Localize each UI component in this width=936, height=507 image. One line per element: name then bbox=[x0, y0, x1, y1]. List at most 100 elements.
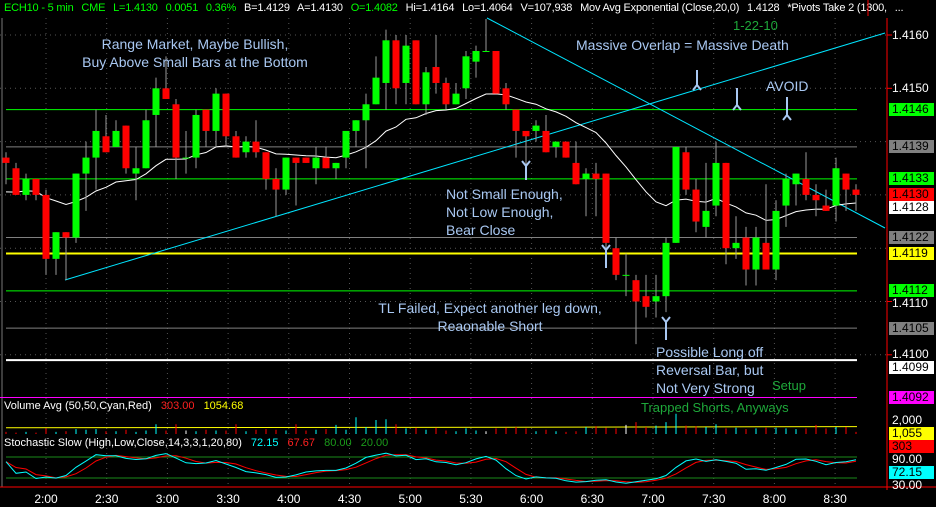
candle-body bbox=[292, 157, 300, 163]
candle-body bbox=[542, 130, 550, 153]
candle-body bbox=[322, 157, 330, 169]
volume-axis-top: 2,000 bbox=[892, 412, 923, 427]
stoch-d-value: 67.67 bbox=[287, 437, 316, 449]
annotation-line: Not Low Enough, bbox=[446, 204, 554, 220]
annotation-line: Possible Long off bbox=[656, 344, 764, 360]
time-tick-label: 5:30 bbox=[459, 492, 483, 506]
time-tick-label: 7:30 bbox=[702, 492, 726, 506]
stoch-k-value: 72.15 bbox=[250, 437, 279, 449]
stoch-panel-title: Stochastic Slow (High,Low,Close,14,3,3,1… bbox=[4, 437, 394, 449]
low: Lo=1.4064 bbox=[462, 2, 513, 14]
annotation-not-small: Not Small Enough, Not Low Enough, Bear C… bbox=[446, 185, 563, 239]
price-tick-label: 1.4150 bbox=[892, 80, 929, 95]
candle-body bbox=[552, 141, 560, 147]
candle-body bbox=[632, 280, 640, 302]
stoch-k-line bbox=[5, 452, 857, 484]
time-tick-label: 8:00 bbox=[762, 492, 787, 506]
time-tick-label: 4:00 bbox=[277, 492, 301, 506]
candle-body bbox=[202, 109, 210, 131]
candle-body bbox=[712, 162, 720, 206]
candle-body bbox=[82, 157, 90, 174]
volume-last-label: 303 bbox=[889, 439, 934, 453]
stoch-overbought: 80.00 bbox=[324, 437, 352, 449]
time-tick-label: 3:00 bbox=[155, 492, 180, 506]
candle-body bbox=[72, 173, 80, 238]
candle-body bbox=[512, 109, 520, 131]
time-tick-label: 3:30 bbox=[216, 492, 240, 506]
net-change: 0.0051 bbox=[165, 2, 199, 14]
candle-body bbox=[582, 173, 590, 179]
candle-body bbox=[52, 232, 60, 259]
time-tick-label: 2:30 bbox=[95, 492, 119, 506]
candle-body bbox=[742, 237, 750, 270]
price-tick-label: 1.4100 bbox=[892, 347, 929, 362]
annotation-line: Not Very Strong bbox=[656, 380, 755, 396]
candle-body bbox=[822, 205, 830, 211]
trendline-up bbox=[64, 32, 886, 281]
time-tick-label: 4:30 bbox=[337, 492, 362, 506]
open: O=1.4082 bbox=[350, 2, 398, 14]
study-name: Mov Avg Exponential (Close,20,0) bbox=[580, 2, 740, 14]
candle-body bbox=[402, 45, 410, 83]
more-indicator[interactable]: ... bbox=[894, 2, 904, 14]
stoch-oversold: 20.00 bbox=[360, 437, 389, 449]
candle-body bbox=[462, 56, 470, 89]
candle-body bbox=[532, 125, 540, 131]
candle-body bbox=[842, 173, 850, 190]
arrow-down-icon bbox=[692, 83, 702, 91]
annotation-line: Range Market, Maybe Bullish, bbox=[101, 36, 289, 52]
candle-body bbox=[232, 136, 240, 158]
trendline-down bbox=[486, 17, 886, 229]
candle-body bbox=[792, 173, 800, 185]
candle-body bbox=[372, 77, 380, 105]
candle-body bbox=[2, 157, 10, 163]
candle-body bbox=[562, 141, 570, 158]
arrow-down-icon bbox=[732, 103, 742, 111]
candle-body bbox=[302, 157, 310, 163]
symbol: ECH10 - 5 min bbox=[4, 2, 74, 14]
candle-body bbox=[432, 66, 440, 83]
time-tick-label: 6:30 bbox=[580, 492, 604, 506]
pivots-study: *Pivots Take 2 (1300, bbox=[787, 2, 887, 14]
volume-avg-value: 1054.68 bbox=[203, 400, 244, 412]
candle-body bbox=[492, 50, 500, 94]
candle-body bbox=[682, 152, 690, 190]
annotation-tl-failed: TL Failed, Expect another leg down, Reao… bbox=[355, 299, 625, 335]
stoch-axis-bottom: 30.00 bbox=[892, 477, 923, 492]
candle-body bbox=[782, 178, 790, 206]
candle-body bbox=[42, 194, 50, 259]
bid: B=1.4129 bbox=[243, 2, 290, 14]
candle-body bbox=[522, 130, 530, 137]
candle-body bbox=[592, 173, 600, 179]
time-tick-label: 8:30 bbox=[823, 492, 847, 506]
candle-body bbox=[102, 136, 110, 153]
exchange: CME bbox=[81, 2, 106, 14]
candle-body bbox=[162, 88, 170, 99]
candle-body bbox=[22, 178, 30, 195]
ask: A=1.4130 bbox=[297, 2, 343, 14]
candle-body bbox=[572, 162, 580, 185]
candle-body bbox=[652, 296, 660, 302]
candle-body bbox=[242, 141, 250, 153]
candle-body bbox=[612, 248, 620, 275]
volume-avg-label: 1,055 bbox=[889, 426, 934, 440]
price-level-label: 1.4139 bbox=[889, 140, 934, 154]
candle-body bbox=[342, 130, 350, 158]
volume-study-name: Volume Avg (50,50,Cyan,Red) bbox=[4, 400, 152, 412]
candle-body bbox=[662, 242, 670, 297]
arrow-up-icon bbox=[521, 160, 531, 168]
annotation-possible-long: Possible Long off Reversal Bar, but Not … bbox=[656, 343, 763, 397]
candle-body bbox=[442, 82, 450, 105]
annotation-trapped: Trapped Shorts, Anyways bbox=[641, 400, 789, 415]
study-value: 1.4128 bbox=[747, 2, 780, 14]
candle-body bbox=[502, 88, 510, 105]
price-level-label: 1.4119 bbox=[889, 247, 934, 261]
candle-body bbox=[732, 242, 740, 249]
price-level-label: 1.4122 bbox=[889, 231, 934, 245]
candle-body bbox=[722, 162, 730, 249]
candle-body bbox=[32, 178, 40, 195]
candle-body bbox=[852, 189, 860, 195]
candle-body bbox=[472, 50, 480, 62]
arrow-down-icon bbox=[782, 113, 792, 121]
